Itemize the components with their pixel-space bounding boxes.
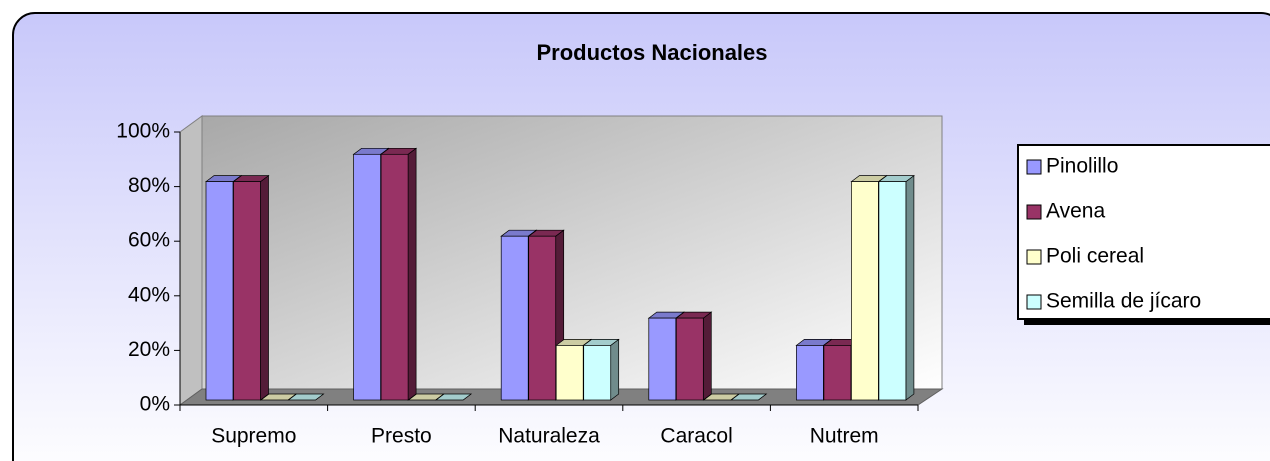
- legend-label: Poli cereal: [1046, 245, 1144, 268]
- x-tick-label: Naturaleza: [498, 425, 600, 448]
- y-tick-label: 20%: [128, 338, 170, 361]
- bar-face: [528, 235, 557, 401]
- legend: [1017, 144, 1270, 320]
- legend-label: Pinolillo: [1046, 155, 1118, 178]
- bar-face: [353, 153, 381, 401]
- bar-face: [851, 181, 879, 401]
- bar-face: [823, 345, 852, 401]
- bar: [582, 338, 620, 401]
- legend-swatch: [1026, 204, 1042, 220]
- bar: [380, 147, 418, 401]
- bar-face: [730, 393, 768, 401]
- bar-face: [260, 174, 269, 401]
- legend-swatch: [1026, 159, 1042, 175]
- x-tick-label: Caracol: [660, 425, 732, 448]
- bar-face: [583, 345, 612, 401]
- bar-face: [205, 181, 234, 401]
- y-tick-label: 60%: [128, 229, 170, 252]
- legend-swatch: [1026, 294, 1042, 310]
- bar: [877, 174, 915, 401]
- x-tick-label: Presto: [371, 425, 432, 448]
- y-tick-label: 80%: [128, 174, 170, 197]
- bar-face: [287, 393, 325, 401]
- bar-face: [380, 153, 409, 401]
- bar-face: [702, 311, 712, 401]
- bar-face: [610, 338, 620, 401]
- bar-face: [407, 147, 417, 401]
- y-tick-label: 0%: [140, 393, 170, 416]
- x-tick-label: Nutrem: [810, 425, 879, 448]
- y-tick-label: 100%: [116, 120, 170, 143]
- bar-face: [796, 345, 824, 401]
- chart-title: Productos Nacionales: [536, 40, 767, 65]
- bar-face: [500, 235, 529, 401]
- bar-face: [555, 345, 584, 401]
- bar: [287, 393, 325, 401]
- bar-face: [435, 393, 473, 401]
- bar-face: [905, 174, 915, 401]
- bar: [675, 311, 713, 401]
- bar: [232, 174, 270, 401]
- x-tick-label: Supremo: [211, 425, 296, 448]
- bar-face: [233, 181, 261, 401]
- legend-swatch: [1026, 249, 1042, 265]
- legend-label: Semilla de jícaro: [1046, 290, 1201, 313]
- bar: [730, 393, 768, 401]
- bar-face: [648, 317, 677, 401]
- legend-label: Avena: [1046, 200, 1105, 223]
- bar-face: [878, 181, 907, 401]
- bar: [435, 393, 473, 401]
- side-wall: [179, 115, 203, 406]
- bar-face: [675, 317, 704, 401]
- y-tick-label: 40%: [128, 283, 170, 306]
